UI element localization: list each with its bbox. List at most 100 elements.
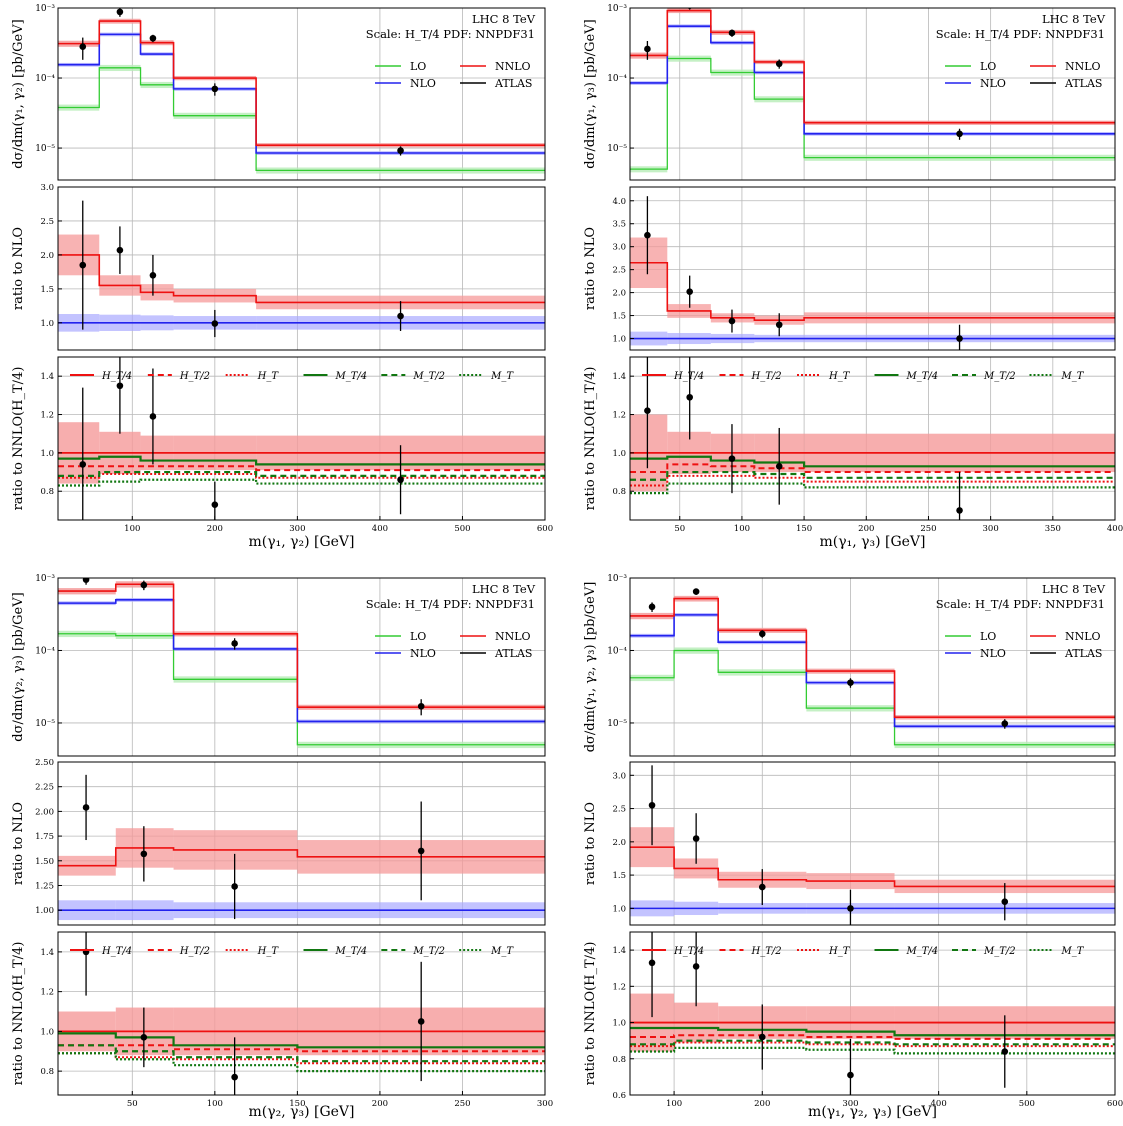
y-tick-label: 1.0 xyxy=(612,335,626,345)
top-plot-area xyxy=(630,588,1115,749)
atlas-point xyxy=(758,630,766,638)
atlas-point xyxy=(116,382,124,390)
mt-line xyxy=(630,482,1115,495)
y-axis-label: ratio to NLO xyxy=(11,227,26,310)
y-axis-label: ratio to NNLO(H_T/4) xyxy=(583,942,598,1086)
legend-label: H_T/4 xyxy=(101,946,132,957)
y-tick-label: 1.25 xyxy=(35,881,54,891)
nnlo-line xyxy=(58,20,545,146)
atlas-point xyxy=(956,130,963,138)
atlas-point xyxy=(692,835,700,842)
atlas-point xyxy=(231,640,238,647)
annotation-lhc: LHC 8 TeV xyxy=(1042,582,1106,596)
y-tick-label: 2.00 xyxy=(35,807,54,817)
annotation-scale: Scale: H_T/4 PDF: NNPDF31 xyxy=(366,27,535,41)
top-axes: 10⁻³ 10⁻⁴ 10⁻⁵ dσ/dm(γ₁, γ₃) [pb/GeV] LHC 8 … xyxy=(583,4,1116,181)
x-tick-label: 350 xyxy=(1045,524,1061,534)
mid-axes: 1.0 1.5 2.0 2.5 3.0 ratio to NLO xyxy=(583,761,1116,926)
atlas-point xyxy=(648,959,656,967)
atlas-point xyxy=(79,461,87,468)
top-axes: 10⁻³ 10⁻⁴ 10⁻⁵ dσ/dm(γ₂, γ₃) [pb/GeV] LHC 8 … xyxy=(11,574,546,757)
axes-frame xyxy=(629,356,1116,521)
legend-label: H_T/2 xyxy=(179,946,210,957)
atlas-point xyxy=(686,393,693,401)
y-tick-label: 1.00 xyxy=(35,906,54,916)
y-axis-label: ratio to NLO xyxy=(11,802,26,885)
nnlo-ratio-line xyxy=(58,847,545,867)
atlas-point xyxy=(82,578,90,583)
legend-label: M_T xyxy=(490,946,514,957)
x-tick-label: 300 xyxy=(842,1099,858,1109)
atlas-point xyxy=(149,34,157,42)
y-axis-label: ratio to NLO xyxy=(583,227,598,310)
y-tick-label: 1.5 xyxy=(40,285,54,295)
x-tick-label: 100 xyxy=(666,1099,682,1109)
y-axis-label: ratio to NLO xyxy=(583,802,598,885)
y-tick-label: 3.0 xyxy=(612,771,626,781)
y-tick-label: 10⁻⁵ xyxy=(35,719,55,729)
bot-plot-area xyxy=(58,932,545,1095)
y-tick-label: 1.0 xyxy=(40,319,54,329)
annotation-scale: Scale: H_T/4 PDF: NNPDF31 xyxy=(936,597,1105,611)
mt2-line xyxy=(58,470,545,477)
y-tick-label: 10⁻³ xyxy=(35,4,55,14)
legend-label: NLO xyxy=(980,77,1006,90)
atlas-point xyxy=(1001,720,1009,727)
atlas-point xyxy=(417,847,425,855)
top-plot-area xyxy=(630,8,1115,173)
mid-plot-area xyxy=(58,200,545,338)
legend-label: M_T xyxy=(1061,371,1085,382)
ht-line xyxy=(630,1041,1115,1048)
legend-label: ATLAS xyxy=(494,77,532,90)
y-tick-label: 0.8 xyxy=(612,1055,626,1065)
axes-frame xyxy=(629,761,1116,926)
y-tick-label: 2.50 xyxy=(35,758,54,768)
legend-label: M_T/4 xyxy=(906,946,939,957)
y-tick-label: 10⁻³ xyxy=(35,574,55,584)
atlas-point xyxy=(397,476,404,484)
atlas-point xyxy=(956,507,963,514)
x-tick-label: 200 xyxy=(754,1099,770,1109)
axes-frame xyxy=(57,356,546,521)
y-axis-label: dσ/dm(γ₁, γ₂) [pb/GeV] xyxy=(11,19,26,168)
legend-label: NNLO xyxy=(1065,60,1101,73)
atlas-point xyxy=(644,45,651,53)
legend-label: H_T/2 xyxy=(751,946,782,957)
chart-panel-2: 10⁻³ 10⁻⁴ 10⁻⁵ dσ/dm(γ₁, γ₃) [pb/GeV] LHC 8 … xyxy=(583,4,1123,550)
legend-label: M_T/2 xyxy=(983,371,1016,382)
axes-frame xyxy=(629,186,1116,351)
y-axis-label: ratio to NNLO(H_T/4) xyxy=(11,367,26,511)
x-axis-label: m(γ₁, γ₂) [GeV] xyxy=(248,534,354,550)
ht2-line xyxy=(58,1044,545,1053)
atlas-point xyxy=(231,1073,238,1081)
legend-label: H_T xyxy=(257,371,280,382)
atlas-point xyxy=(231,883,238,890)
y-tick-label: 0.8 xyxy=(40,1067,54,1077)
atlas-point xyxy=(79,43,87,51)
chart-panel-1: 10⁻³ 10⁻⁴ 10⁻⁵ dσ/dm(γ₁, γ₂) [pb/GeV] LHC 8 … xyxy=(11,4,553,550)
atlas-point xyxy=(149,271,157,279)
legend-label: H_T/2 xyxy=(179,371,210,382)
nnlo-line xyxy=(58,583,545,708)
axes-frame xyxy=(57,7,546,181)
atlas-point xyxy=(417,1018,425,1025)
y-tick-label: 10⁻⁴ xyxy=(607,74,627,84)
atlas-point xyxy=(775,321,783,329)
mt2-line xyxy=(630,1039,1115,1046)
atlas-point xyxy=(686,288,693,295)
y-tick-label: 10⁻³ xyxy=(607,574,627,584)
atlas-point xyxy=(417,702,425,710)
bot-axes: H_T/4 H_T/2 H_T M_T/4 M_T/2 M_T 0.8 1.0 1.2 1.4 50… xyxy=(583,356,1123,550)
atlas-point xyxy=(140,1034,148,1041)
atlas-point xyxy=(116,246,124,254)
y-tick-label: 1.4 xyxy=(612,372,626,382)
legend-label: H_T/4 xyxy=(101,371,132,382)
atlas-point xyxy=(211,501,219,508)
bot-axes: H_T/4 H_T/2 H_T M_T/4 M_T/2 M_T 0.8 1.0 1.2 1.4 10… xyxy=(11,356,553,550)
y-tick-label: 1.0 xyxy=(40,449,54,459)
x-tick-label: 600 xyxy=(537,524,553,534)
nlo-line xyxy=(630,25,1115,135)
y-tick-label: 1.50 xyxy=(35,857,54,867)
legend-label: H_T/4 xyxy=(673,371,704,382)
mt4-line xyxy=(630,1026,1115,1037)
